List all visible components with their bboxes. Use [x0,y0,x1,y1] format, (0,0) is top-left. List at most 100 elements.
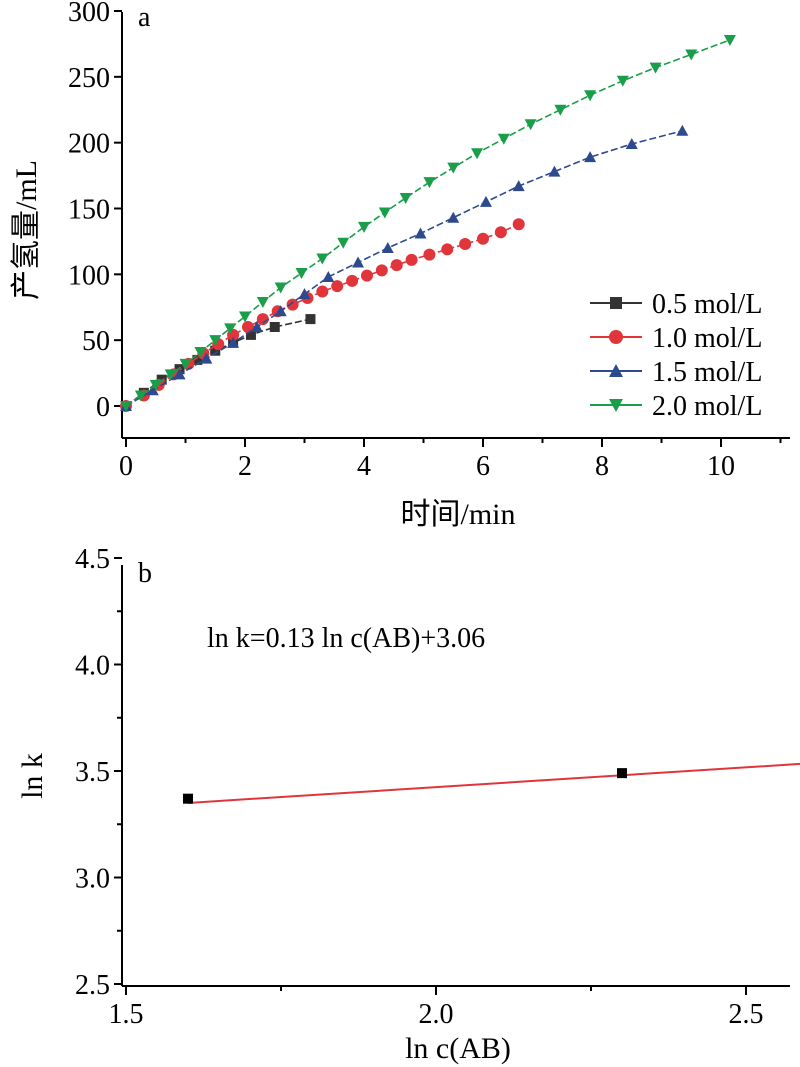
data-point [423,177,436,189]
panel-a: a 时间/min 产氢量/mL 0 2 4 6 8 1005010015020025030… [10,0,790,531]
data-point [179,358,192,370]
data-point [194,347,207,359]
fit-equation: ln k=0.13 ln c(AB)+3.06 [207,623,485,654]
x-tick-label: 2.5 [729,999,764,1030]
x-tick-label: 1.5 [109,999,144,1030]
data-point [245,329,256,340]
data-point [554,104,567,116]
data-point [616,75,629,87]
data-point [250,320,263,332]
y-tick-label: 4.5 [75,544,110,575]
data-point [479,195,492,207]
y-tick-label: 4.0 [75,651,110,682]
data-point [390,259,403,272]
data-point [584,151,597,163]
legend-marker [610,297,622,309]
data-point [210,345,221,356]
y-tick-label: 0 [96,392,110,423]
x-tick-label: 4 [357,451,371,482]
data-point [120,401,132,412]
data-point [414,227,427,239]
data-point [286,298,299,311]
data-point [649,62,662,74]
panel-a-legend: 0.5 mol/L1.0 mol/L1.5 mol/L2.0 mol/L [590,289,762,422]
data-point [295,268,308,280]
fit-line [187,762,800,804]
data-point [524,119,537,131]
panel-b: b ln k=0.13 ln c(AB)+3.06 ln c(AB) ln k … [16,544,800,1065]
data-point [224,323,237,335]
data-point [512,180,525,192]
data-point [625,137,638,149]
legend-label: 2.0 mol/L [652,391,762,422]
x-tick-label: 0 [119,451,133,482]
x-tick-label: 10 [707,451,735,482]
data-point [134,390,147,402]
legend-label: 1.0 mol/L [652,323,762,354]
data-point [322,270,335,282]
data-point [381,241,394,253]
panel-b-points [183,768,627,804]
data-point [156,374,167,385]
data-point [192,354,203,365]
data-point [298,288,311,300]
y-tick-label: 150 [68,194,110,225]
data-point [423,248,436,261]
data-point [256,313,269,326]
legend-marker [609,364,623,377]
data-point [316,285,329,298]
y-tick-label: 250 [68,63,110,94]
data-point [405,253,418,266]
y-tick-label: 300 [68,0,110,28]
data-point [512,218,525,231]
data-point [149,379,162,391]
data-point [274,305,287,317]
y-tick-label: 100 [68,260,110,291]
data-point [200,352,213,364]
panel-a-series [120,34,736,412]
series-line [125,39,731,407]
panel-b-fit-line [187,762,800,804]
x-tick-label: 2 [238,451,252,482]
data-point [447,162,460,174]
panel-a-y-axis-label: 产氢量/mL [10,160,43,300]
y-tick-label: 50 [82,326,110,357]
x-tick-label: 8 [595,451,609,482]
data-point [548,165,561,177]
y-tick-label: 3.0 [75,864,110,895]
data-point [497,133,510,145]
legend-marker [609,399,623,412]
data-point [584,90,597,102]
legend-label: 1.5 mol/L [652,357,762,388]
data-point [209,335,222,347]
data-point [459,238,472,251]
panel-b-x-axis-label: ln c(AB) [405,1032,511,1065]
panel-a-x-axis-label: 时间/min [400,498,515,531]
data-point [173,368,186,380]
data-point [494,226,507,239]
data-point [183,793,193,804]
data-point [375,264,388,277]
data-point [146,384,159,396]
panel-a-label: a [138,2,151,33]
data-point [305,314,316,325]
legend-label: 0.5 mol/L [652,289,762,320]
data-point [352,256,365,268]
data-point [471,148,484,160]
panel-b-y-axis-label: ln k [16,753,49,799]
y-tick-label: 200 [68,129,110,160]
panel-b-ticks: 1.52.02.53.02.53.03.54.04.5 [75,544,764,1030]
y-tick-label: 2.5 [75,970,110,1001]
data-point [477,232,489,245]
data-point [269,321,280,332]
data-point [239,311,251,323]
series-line [125,130,683,407]
data-point [316,253,329,265]
x-tick-label: 6 [476,451,490,482]
data-point [441,243,454,256]
data-point [164,369,177,381]
panel-b-label: b [138,558,152,589]
data-point [256,296,269,308]
